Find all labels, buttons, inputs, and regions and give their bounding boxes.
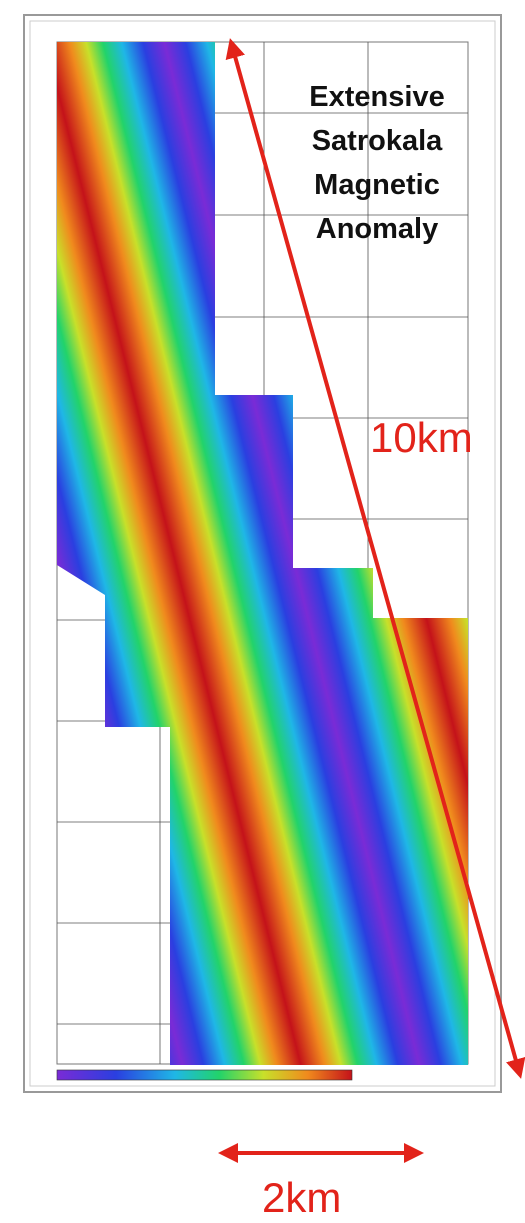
title-line: Extensive: [309, 81, 444, 113]
title-line: Satrokala: [312, 125, 443, 157]
color-bar: [57, 1070, 352, 1080]
map-figure: Extensive Satrokala Magnetic Anomaly 10k…: [0, 0, 525, 1223]
page: Extensive Satrokala Magnetic Anomaly 10k…: [0, 0, 525, 1223]
title-line: Anomaly: [316, 213, 438, 245]
title-line: Magnetic: [314, 169, 440, 201]
scale-label: 2km: [262, 1174, 341, 1221]
scale-label: 10km: [370, 414, 473, 461]
